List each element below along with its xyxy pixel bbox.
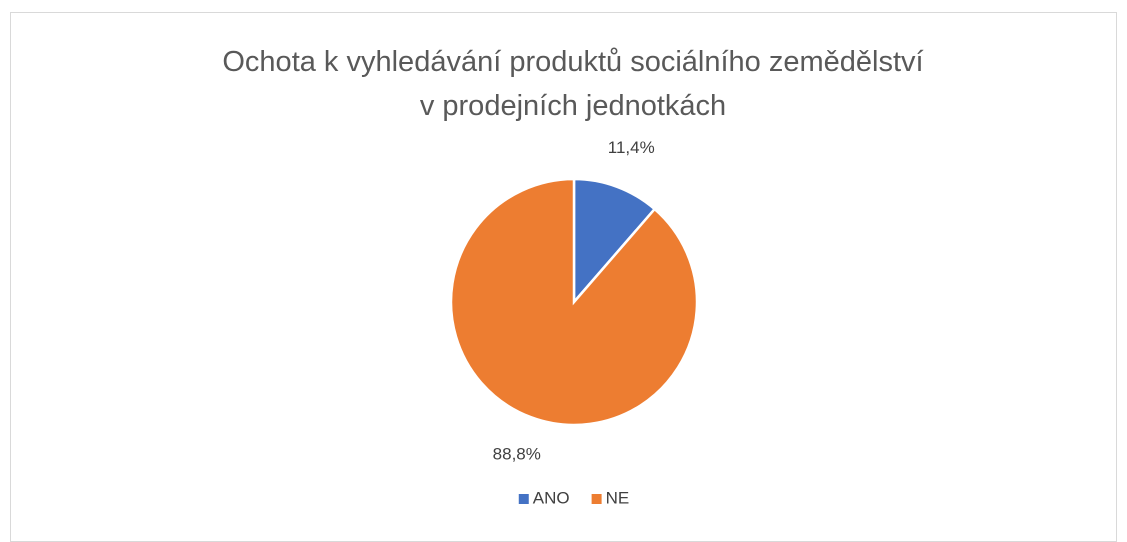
chart-title: Ochota k vyhledávání produktů sociálního…	[222, 46, 924, 122]
data-label: 11,4%	[608, 138, 655, 157]
pie-slice	[449, 177, 699, 427]
legend-swatch	[518, 494, 529, 504]
legend-label: ANO	[533, 488, 570, 507]
legend-label: NE	[606, 488, 630, 507]
data-label: 88,8%	[493, 445, 541, 464]
legend-swatch	[591, 494, 602, 504]
pie-slice	[572, 177, 657, 306]
